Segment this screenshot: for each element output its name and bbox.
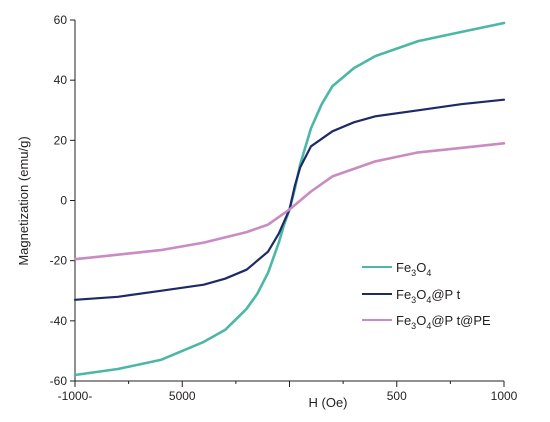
legend-label: Fe3O4 (396, 260, 431, 278)
y-axis-label: Magnetization (emu/g) (16, 136, 31, 265)
y-tick-label: 60 (54, 13, 68, 27)
series-lines (73, 21, 506, 377)
series-line (73, 98, 506, 301)
x-axis-label: H (Oe) (309, 395, 348, 410)
y-tick-label: 0 (60, 194, 67, 208)
series-line (73, 142, 506, 261)
legend-label: Fe3O4@P t (396, 287, 461, 305)
y-tick-label: 20 (54, 133, 68, 147)
x-tick-label: 5000 (169, 389, 196, 403)
legend: Fe3O4 Fe3O4@P t Fe3O4@P t@PE (362, 260, 491, 331)
legend-label: Fe3O4@P t@PE (396, 313, 491, 331)
ticks: 60 40 20 0 -20 -40 -60-1000- 5000 500 1000 (50, 13, 518, 403)
x-tick-label: -1000- (58, 389, 93, 403)
x-tick-label: 1000 (491, 389, 518, 403)
x-tick-label: 500 (387, 389, 407, 403)
y-tick-label: -60 (50, 374, 68, 388)
y-tick-label: -20 (50, 254, 68, 268)
y-tick-label: 40 (54, 73, 68, 87)
y-tick-label: -40 (50, 314, 68, 328)
